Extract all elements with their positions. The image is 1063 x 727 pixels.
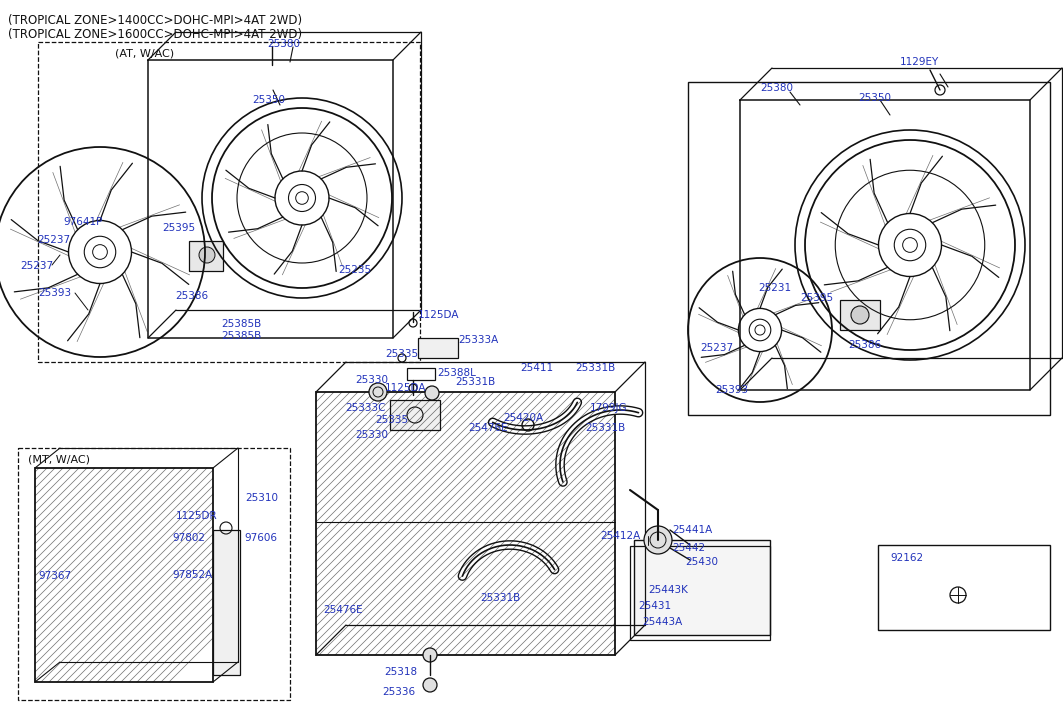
Text: 25350: 25350: [252, 95, 285, 105]
Text: 25411: 25411: [520, 363, 553, 373]
Text: 25393: 25393: [38, 288, 71, 298]
Text: 25386: 25386: [848, 340, 881, 350]
Text: 1125DA: 1125DA: [418, 310, 459, 320]
Text: 25431: 25431: [638, 601, 671, 611]
Circle shape: [425, 386, 439, 400]
Text: 25330: 25330: [355, 375, 388, 385]
Text: (MT, W/AC): (MT, W/AC): [28, 454, 90, 464]
Text: (TROPICAL ZONE>1600CC>DOHC-MPI>4AT 2WD): (TROPICAL ZONE>1600CC>DOHC-MPI>4AT 2WD): [9, 28, 302, 41]
Text: 97802: 97802: [172, 533, 205, 543]
Text: 1125DR: 1125DR: [176, 511, 218, 521]
Text: 25420A: 25420A: [503, 413, 543, 423]
Text: 97641P: 97641P: [63, 217, 102, 227]
Text: 25237: 25237: [701, 343, 733, 353]
Text: 25442: 25442: [672, 543, 705, 553]
Text: 25330: 25330: [355, 430, 388, 440]
Polygon shape: [418, 338, 458, 358]
Text: 25395: 25395: [800, 293, 833, 303]
Circle shape: [851, 306, 868, 324]
Text: 25331B: 25331B: [575, 363, 615, 373]
Text: 25388L: 25388L: [437, 368, 476, 378]
Polygon shape: [634, 540, 770, 635]
Text: 25237: 25237: [20, 261, 53, 271]
Text: 25441A: 25441A: [672, 525, 712, 535]
Text: 25386: 25386: [175, 291, 208, 301]
Text: 25331B: 25331B: [455, 377, 495, 387]
Text: 25335: 25335: [385, 349, 418, 359]
Text: 1129EY: 1129EY: [900, 57, 940, 67]
Text: 25393: 25393: [715, 385, 748, 395]
Text: 25350: 25350: [858, 93, 891, 103]
Text: 25331B: 25331B: [480, 593, 520, 603]
Text: 1799JG: 1799JG: [590, 403, 627, 413]
Text: 97852A: 97852A: [172, 570, 213, 580]
Text: 25235: 25235: [338, 265, 371, 275]
Circle shape: [369, 383, 387, 401]
Text: 25385B: 25385B: [221, 319, 261, 329]
Text: (AT, W/AC): (AT, W/AC): [115, 48, 174, 58]
Text: 25237: 25237: [37, 235, 70, 245]
Text: 25380: 25380: [267, 39, 300, 49]
Text: 25476E: 25476E: [468, 423, 508, 433]
Text: 25335: 25335: [375, 415, 408, 425]
Text: 25443A: 25443A: [642, 617, 682, 627]
Polygon shape: [189, 241, 223, 271]
Text: 25310: 25310: [244, 493, 279, 503]
Text: 25443K: 25443K: [648, 585, 688, 595]
Polygon shape: [840, 300, 880, 330]
Text: 25412A: 25412A: [600, 531, 640, 541]
Polygon shape: [390, 400, 440, 430]
Text: 25333C: 25333C: [345, 403, 386, 413]
Text: 92162: 92162: [890, 553, 923, 563]
Circle shape: [644, 526, 672, 554]
Text: 97367: 97367: [38, 571, 71, 581]
Circle shape: [423, 648, 437, 662]
Text: 25336: 25336: [382, 687, 416, 697]
Text: 25430: 25430: [685, 557, 718, 567]
Text: 25385B: 25385B: [221, 331, 261, 341]
Text: 25331B: 25331B: [585, 423, 625, 433]
Text: 25395: 25395: [162, 223, 196, 233]
Text: 25380: 25380: [760, 83, 793, 93]
Text: 25231: 25231: [758, 283, 791, 293]
Text: 25318: 25318: [384, 667, 417, 677]
Text: 25476E: 25476E: [323, 605, 362, 615]
Text: (TROPICAL ZONE>1400CC>DOHC-MPI>4AT 2WD): (TROPICAL ZONE>1400CC>DOHC-MPI>4AT 2WD): [9, 14, 302, 27]
Circle shape: [423, 678, 437, 692]
Circle shape: [199, 247, 215, 263]
Polygon shape: [213, 530, 240, 675]
Text: 25333A: 25333A: [458, 335, 499, 345]
Text: 1125DA: 1125DA: [385, 383, 426, 393]
Text: 97606: 97606: [244, 533, 277, 543]
